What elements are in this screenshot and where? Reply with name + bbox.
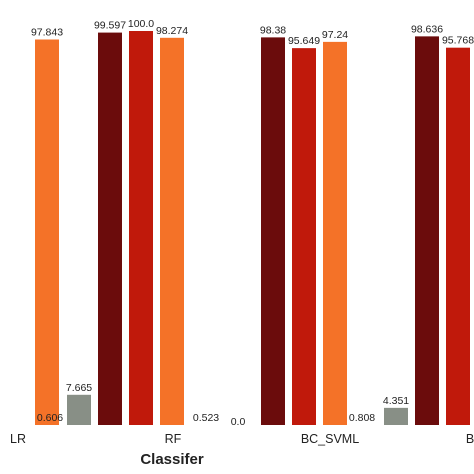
value-label: 99.597 [94,20,126,32]
value-label: 95.649 [288,35,320,47]
x-axis-title: Classifer [140,451,204,468]
value-label: 98.38 [260,24,286,36]
x-tick-label: LR [10,432,26,446]
bar-b-1 [415,36,439,426]
bar-bc_svml-3 [323,41,347,426]
value-label: 97.843 [31,26,63,38]
x-tick-label: B [466,432,474,446]
value-label: 0.523 [193,412,219,424]
bar-b-2 [446,47,470,426]
bar-rf-1 [98,32,122,425]
bar-rf-0 [67,394,91,425]
value-label: 100.0 [128,18,154,30]
bars-layer [35,31,470,426]
value-label: 0.808 [349,412,375,424]
x-tick-labels-layer: LR RF BC_SVML B [10,432,474,446]
bar-bc_svml-2 [292,48,316,425]
value-label: 4.351 [383,395,409,407]
bar-b-0 [384,407,408,425]
value-label: 0.606 [37,412,63,424]
value-label: 95.768 [442,35,474,47]
value-label: 7.665 [66,382,92,394]
bar-rf-3 [160,37,184,425]
x-tick-label: RF [165,432,182,446]
value-label: 98.636 [411,23,443,35]
bar-bc_svml-1 [261,37,285,425]
value-label: 0.0 [231,416,246,428]
bar-lr-3 [35,39,59,425]
bar-rf-2 [129,31,153,425]
x-tick-label: BC_SVML [301,432,359,446]
value-label: 97.24 [322,29,348,41]
value-label: 98.274 [156,25,188,37]
